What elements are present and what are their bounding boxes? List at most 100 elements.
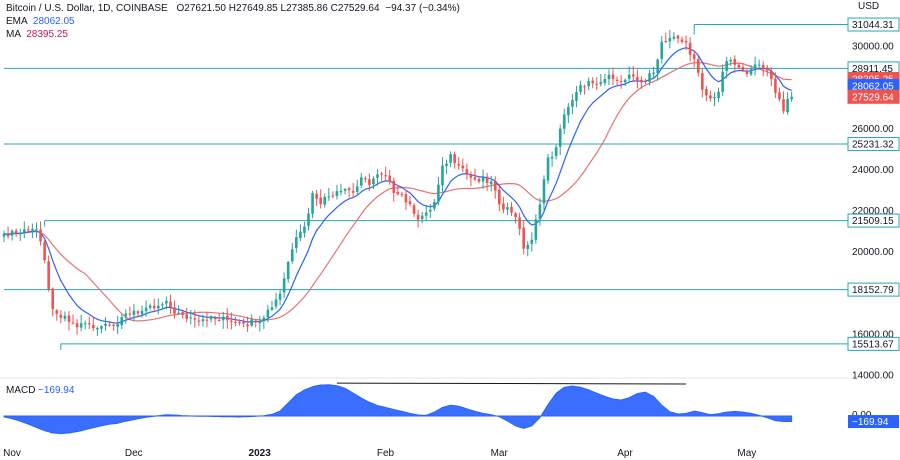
candle-body [457,164,461,166]
candle-body [274,299,278,307]
ma-legend[interactable]: MA 28395.25 [6,28,68,41]
price-tick: 16000.00 [852,329,894,340]
candle-body [404,194,408,203]
candle-body [449,154,452,163]
candle-body [575,91,578,101]
candle-body [67,315,71,322]
candle-body [384,175,387,177]
candle-body [116,324,119,327]
candle-body [770,70,773,79]
time-tick: May [737,448,756,459]
candle-body [632,74,635,77]
horizontal-levels [4,24,848,350]
ema-label: EMA [6,16,28,27]
macd-label: MACD [6,385,35,396]
candle-body [311,193,314,214]
candle-body [453,154,456,164]
candle-body [652,72,655,74]
candle-body [372,178,375,185]
candle-body [331,195,335,197]
candle-body [603,78,607,83]
ohlc-close-value: 27529.64 [337,3,380,14]
candle-body [567,106,570,116]
candle-body [169,301,172,308]
candle-body [173,307,176,314]
ohlc-low-label: L [280,3,287,14]
candle-body [92,325,95,329]
candle-body [493,180,497,191]
price-tick: 14000.00 [852,371,894,382]
candle-body [599,82,603,85]
candle-body [648,73,651,83]
candle-body [680,39,684,42]
ema-legend[interactable]: EMA 28062.05 [6,15,75,28]
candle-body [514,213,517,218]
price-change: −94.37 (−0.34%) [385,3,460,14]
candle-body [246,324,249,327]
candle-body [644,81,647,83]
candle-body [692,54,696,60]
candle-body [774,78,777,93]
candle-body [343,188,347,191]
candle-body [193,318,197,320]
candle-body [664,41,668,43]
candle-body [185,314,188,319]
price-tick: 24000.00 [852,165,894,176]
candle-body [242,322,245,324]
price-tags: 31044.3128911.4528395.2528062.0527529.64… [847,17,900,429]
price-tag-label: 27529.64 [852,92,894,103]
candle-body [83,323,87,325]
candle-body [502,203,505,210]
candle-body [144,307,148,312]
price-tag-price [847,89,900,104]
candle-body [725,61,728,71]
price-tick: 26000.00 [852,124,894,135]
candle-body [429,209,432,212]
candle-body [376,174,379,178]
candle-body [741,67,745,72]
candles [2,30,793,336]
time-tick: Feb [377,448,395,459]
candle-body [205,319,209,321]
candle-body [364,178,367,180]
candle-body [165,300,168,304]
macd-value: −169.94 [38,385,75,396]
candle-body [408,201,412,205]
candle-body [295,237,298,249]
candle-body [43,242,46,261]
price-tag-label: 31044.31 [852,20,894,31]
candle-body [481,177,485,182]
candle-body [201,319,205,322]
candle-body [627,74,631,79]
candle-body [100,326,103,329]
candle-body [607,74,611,80]
candle-body [721,71,724,92]
candle-body [745,71,749,74]
candle-body [266,309,270,318]
price-tag-level [847,336,900,351]
candle-body [250,319,253,326]
candle-body [554,147,558,157]
candle-body [506,207,509,210]
candle-body [672,36,676,39]
ma-value: 28395.25 [26,29,68,40]
candle-body [611,74,615,79]
candle-body [213,317,217,320]
candle-body [124,313,128,317]
price-tick: 22000.00 [852,206,894,217]
time-axis[interactable]: Nov Dec 2023 Feb Mar Apr May [3,448,756,459]
candle-body [749,68,753,75]
currency-label: USD [858,1,880,12]
ohlc-readout: O27621.50 H27649.85 L27385.86 C27529.64 … [177,3,460,14]
candle-body [39,229,42,242]
candle-body [518,217,521,229]
candle-body [148,305,152,308]
candle-body [445,163,448,166]
candle-body [461,165,465,169]
symbol-title[interactable]: Bitcoin / U.S. Dollar, 1D, COINBASE [6,3,168,14]
candle-body [31,228,34,231]
candle-body [757,64,761,66]
candle-body [591,80,594,84]
candle-body [713,97,716,99]
